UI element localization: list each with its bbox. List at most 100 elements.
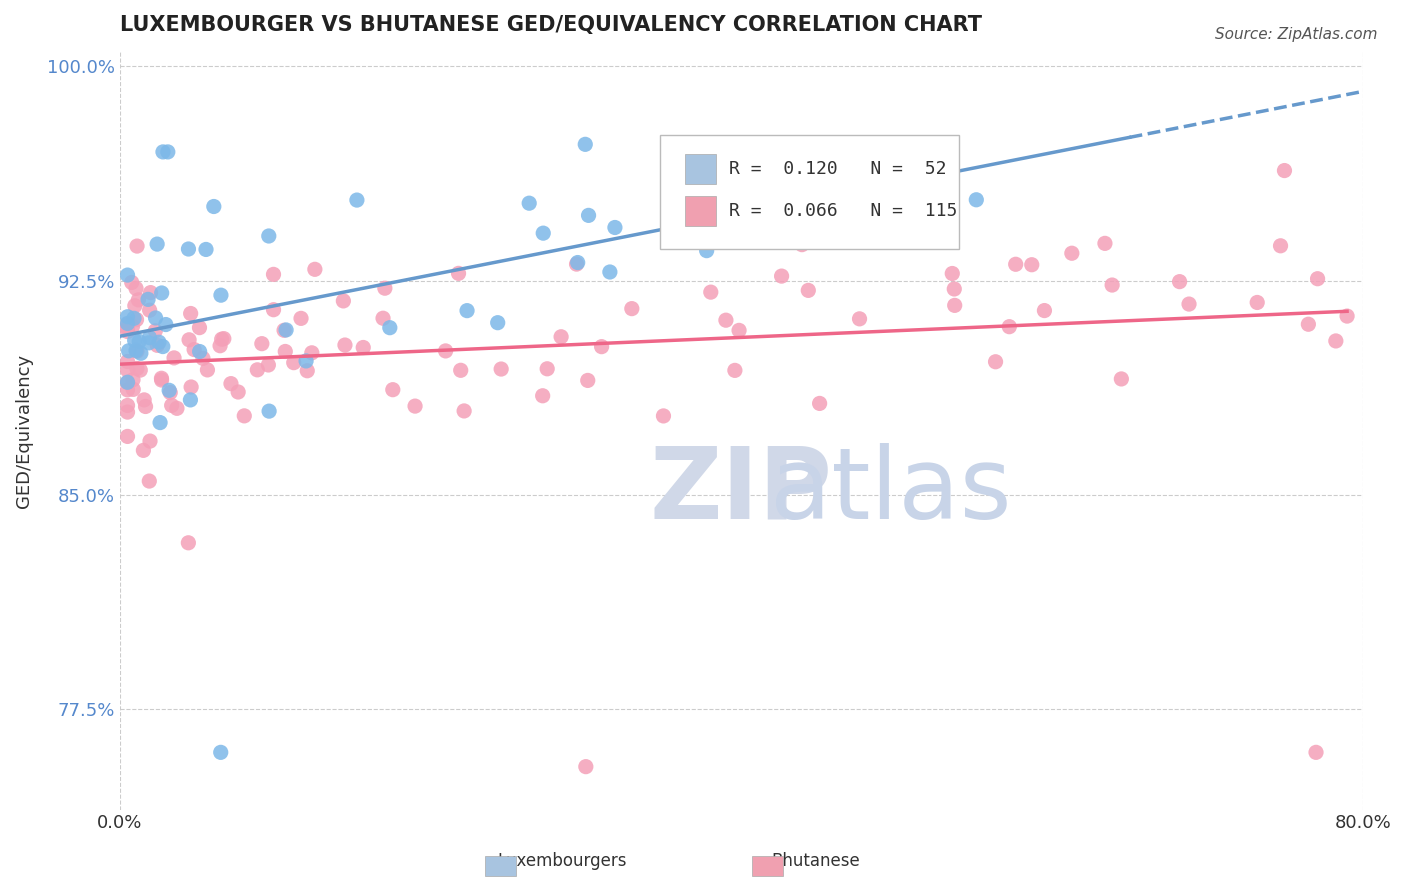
Point [941,267,963,281]
Point [117,317,139,331]
Point [180,306,202,320]
Point [831,214,853,228]
Point [531,226,554,240]
Point [177,242,200,256]
Point [127,293,149,307]
Point [156,145,179,159]
Point [121,319,143,334]
Point [378,320,401,334]
Point [183,343,205,357]
Point [177,536,200,550]
Point [163,351,186,365]
Point [1298,318,1320,332]
Point [297,364,319,378]
Point [177,333,200,347]
Point [148,335,170,350]
Point [124,334,146,348]
Point [257,229,280,244]
Point [134,392,156,407]
Point [211,332,233,346]
Point [117,363,139,377]
Point [202,200,225,214]
Point [984,355,1007,369]
Point [274,323,297,337]
Point [125,344,148,359]
Point [139,285,162,300]
Point [295,354,318,368]
Point [352,341,374,355]
Point [159,385,181,400]
Point [263,302,285,317]
Point [1101,278,1123,293]
FancyBboxPatch shape [661,136,959,249]
Point [531,389,554,403]
Point [1168,275,1191,289]
Point [603,220,626,235]
Point [257,404,280,418]
Point [129,363,152,377]
Text: Luxembourgers: Luxembourgers [498,852,627,870]
Point [574,137,596,152]
Point [138,331,160,345]
Point [567,255,589,269]
Point [599,265,621,279]
Point [283,356,305,370]
Point [117,321,139,335]
Point [332,293,354,308]
Point [117,399,139,413]
Point [728,323,751,337]
Point [129,346,152,360]
Point [146,237,169,252]
Point [138,474,160,488]
Point [212,332,235,346]
Point [620,301,643,316]
Point [814,179,837,194]
Point [257,358,280,372]
Point [404,399,426,413]
Point [226,384,249,399]
Point [125,343,148,358]
Point [346,193,368,207]
Point [117,383,139,397]
Point [117,318,139,332]
Point [456,303,478,318]
Point [150,373,173,387]
Text: Source: ZipAtlas.com: Source: ZipAtlas.com [1215,27,1378,42]
Point [1246,295,1268,310]
Point [209,288,232,302]
Point [143,324,166,338]
Point [122,311,145,326]
Point [273,323,295,337]
Point [1004,257,1026,271]
Text: R =  0.066   N =  115: R = 0.066 N = 115 [728,202,957,220]
Point [447,266,470,280]
Point [290,311,312,326]
Point [450,363,472,377]
Point [1060,246,1083,260]
Point [576,373,599,387]
Point [138,303,160,318]
Point [152,145,174,159]
Point [132,443,155,458]
Point [125,361,148,376]
Point [578,208,600,222]
Point [191,351,214,366]
Point [550,330,572,344]
Point [700,285,723,300]
Point [117,268,139,282]
Text: ZIP: ZIP [650,442,832,540]
Point [371,311,394,326]
Text: atlas: atlas [769,442,1011,540]
Point [152,340,174,354]
Point [197,363,219,377]
Point [117,325,139,339]
Point [179,392,201,407]
Point [209,745,232,759]
Point [1324,334,1347,348]
Point [125,312,148,326]
Point [1336,309,1358,323]
Point [848,311,870,326]
Point [1033,303,1056,318]
Point [1111,372,1133,386]
Point [696,244,718,258]
